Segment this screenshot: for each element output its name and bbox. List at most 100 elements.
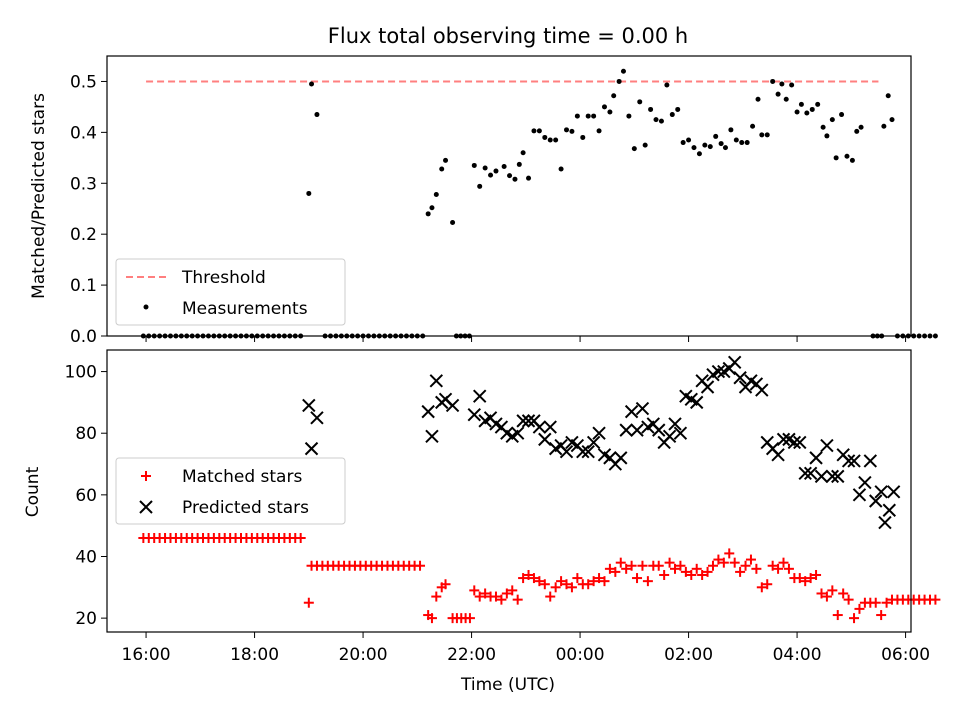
predicted-star-point: [878, 515, 892, 530]
predicted-star-point: [863, 454, 878, 468]
predicted-star-point: [793, 435, 807, 450]
predicted-star-point: [727, 355, 742, 370]
matched-star-point: [528, 573, 539, 584]
predicted-star-point: [803, 466, 818, 480]
predicted-star-point: [787, 435, 802, 450]
measurement-point: [680, 140, 686, 146]
predicted-star-point: [841, 454, 856, 468]
matched-star-point: [599, 576, 610, 587]
matched-star-point: [556, 576, 567, 587]
measurement-point: [658, 118, 664, 124]
counts-panel: 20 40 60 80 100 16:00 18:00 20:00 22:00 00:00 02:…: [23, 349, 941, 695]
matched-star-point: [637, 560, 648, 571]
measurement-point: [829, 117, 835, 123]
predicted-star-point: [592, 426, 606, 440]
measurement-point: [783, 96, 789, 102]
predicted-star-point: [619, 423, 633, 437]
y-tick-label: 0.1: [70, 276, 97, 296]
y-tick-label: 0.0: [70, 327, 97, 347]
matched-star-point: [838, 588, 849, 599]
measurement-point: [927, 333, 933, 339]
predicted-star-point: [425, 429, 439, 444]
x-tick-label: 04:00: [773, 645, 822, 665]
predicted-star-point: [538, 432, 552, 447]
measurement-point: [916, 333, 922, 339]
matched-star-point: [751, 563, 762, 574]
matched-star-point: [431, 591, 442, 602]
matched-star-point: [615, 557, 626, 568]
measurement-point: [306, 190, 312, 196]
matched-star-point: [756, 582, 767, 593]
measurement-point: [531, 128, 537, 134]
measurement-point: [429, 205, 435, 211]
counts-plot-area: [138, 355, 941, 624]
y-tick-label: 60: [75, 486, 97, 506]
predicted-star-point: [690, 395, 704, 410]
measurement-point: [707, 144, 713, 150]
measurement-point: [547, 137, 553, 143]
ratio-legend: Threshold Measurements: [115, 258, 346, 326]
predicted-star-point: [847, 454, 861, 468]
legend-measurements-swatch: [143, 304, 149, 310]
legend-predicted-swatch: [139, 500, 153, 514]
matched-star-point: [778, 557, 789, 568]
x-tick-label: 20:00: [339, 645, 388, 665]
measurement-point: [739, 140, 745, 146]
measurement-point: [770, 78, 776, 84]
matched-star-point: [474, 591, 485, 602]
predicted-star-point: [882, 503, 897, 517]
matched-star-point: [610, 566, 621, 577]
measurement-point: [520, 150, 526, 156]
measurement-point: [601, 104, 607, 110]
matched-star-point: [783, 563, 794, 574]
predicted-star-point: [662, 429, 677, 444]
counts-y-ticks: 20 40 60 80 100: [65, 363, 107, 629]
measurement-point: [764, 132, 770, 138]
measurement-point: [809, 106, 815, 112]
legend-matched-swatch: [141, 471, 151, 481]
measurement-point: [309, 81, 315, 87]
matched-star-point: [594, 573, 605, 584]
matched-star-point: [870, 597, 881, 608]
matched-star-point: [632, 573, 643, 584]
matched-star-point: [854, 603, 865, 614]
predicted-star-point: [711, 364, 726, 379]
matched-star-point: [843, 594, 854, 605]
measurement-point: [488, 172, 494, 178]
measurement-point: [839, 112, 845, 118]
measurement-point: [482, 165, 488, 171]
matched-star-point: [426, 613, 437, 624]
matched-star-point: [415, 560, 426, 571]
measurement-point: [849, 157, 855, 163]
predicted-star-point: [820, 438, 834, 453]
ratio-panel: 0.0 0.1 0.2 0.3 0.4 0.5 Matched/Predicted sta…: [29, 55, 938, 347]
matched-star-point: [469, 585, 480, 596]
measurement-point: [815, 101, 821, 107]
measurement-point: [507, 173, 513, 179]
measurement-point: [585, 113, 591, 119]
counts-axes-frame: [106, 349, 912, 633]
matched-star-point: [545, 591, 556, 602]
x-tick-label: 00:00: [556, 645, 605, 665]
matched-star-point: [832, 610, 843, 621]
ratio-legend-box: [115, 258, 346, 326]
y-tick-label: 0.5: [70, 72, 97, 92]
ratio-y-axis-label: Matched/Predicted stars: [29, 93, 49, 299]
measurement-point: [702, 142, 708, 148]
matched-star-point: [821, 591, 832, 602]
matched-star-point: [724, 548, 735, 559]
matched-star-point: [745, 554, 756, 565]
measurement-point: [450, 219, 456, 225]
measurement-point: [501, 163, 507, 169]
measurement-point: [564, 127, 570, 133]
matched-star-point: [827, 585, 838, 596]
matched-star-point: [670, 563, 681, 574]
predicted-star-point: [624, 404, 639, 419]
measurement-point: [425, 211, 431, 217]
measurement-point: [542, 134, 548, 140]
matched-star-point: [480, 588, 491, 599]
matched-star-point: [686, 569, 697, 580]
measurement-point: [620, 68, 626, 74]
matched-star-point: [659, 569, 670, 580]
measurement-point: [789, 82, 795, 88]
